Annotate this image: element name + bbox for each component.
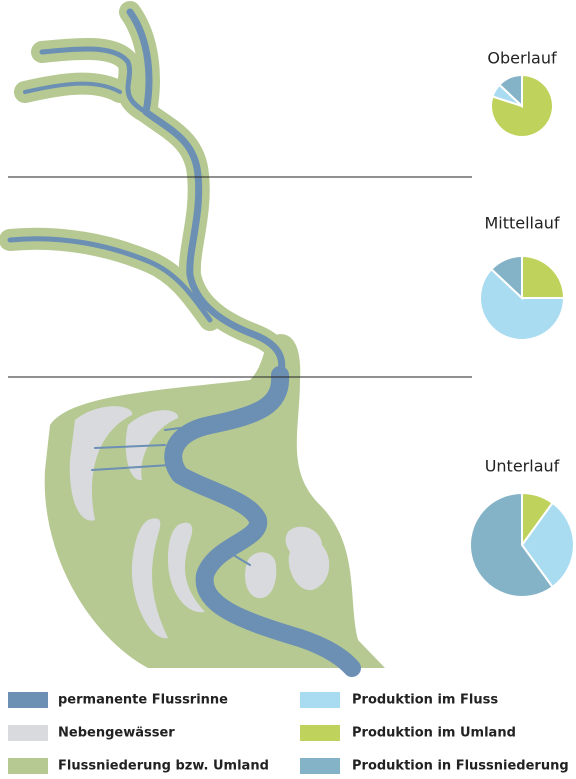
pie-slice xyxy=(490,73,554,138)
map-shape xyxy=(164,366,361,677)
map-shape xyxy=(125,410,179,481)
pie-slice xyxy=(479,267,566,341)
legend-label: Flussniederung bzw. Umland xyxy=(58,759,269,774)
map-shape xyxy=(7,8,361,677)
pie-slice xyxy=(497,73,523,109)
map-shape xyxy=(69,406,133,521)
pie-slice xyxy=(469,491,554,598)
legend-swatch xyxy=(300,725,340,741)
map-shape xyxy=(131,518,168,639)
pie-slice xyxy=(520,501,575,589)
legend-label: Produktion im Umland xyxy=(352,726,516,741)
pie-slice xyxy=(489,254,523,301)
legend-swatch xyxy=(8,725,48,741)
legend-swatch xyxy=(8,692,48,708)
map-shape xyxy=(168,522,205,613)
map-shape xyxy=(91,427,251,566)
map-shape xyxy=(39,46,149,115)
map-shape xyxy=(23,81,122,94)
map xyxy=(0,1,385,677)
zone-label: Oberlauf xyxy=(487,49,557,68)
legend-swatch xyxy=(8,758,48,774)
pie-slice xyxy=(521,254,566,299)
legend-label: permanente Flussrinne xyxy=(58,693,228,708)
zone-label: Mittellauf xyxy=(484,214,559,233)
map-shape xyxy=(7,236,213,323)
legend-label: Produktion in Flussniederung xyxy=(352,759,569,774)
zone-label: Unterlauf xyxy=(485,457,560,476)
legend-swatch xyxy=(300,758,340,774)
legend-swatch xyxy=(300,692,340,708)
legend-label: Produktion im Fluss xyxy=(352,693,498,708)
map-shape xyxy=(245,552,277,599)
map-shape xyxy=(285,526,330,591)
map-shape xyxy=(126,8,286,379)
map-shape xyxy=(69,406,330,639)
legend-label: Nebengewässer xyxy=(58,726,175,741)
map-shape xyxy=(44,334,385,668)
